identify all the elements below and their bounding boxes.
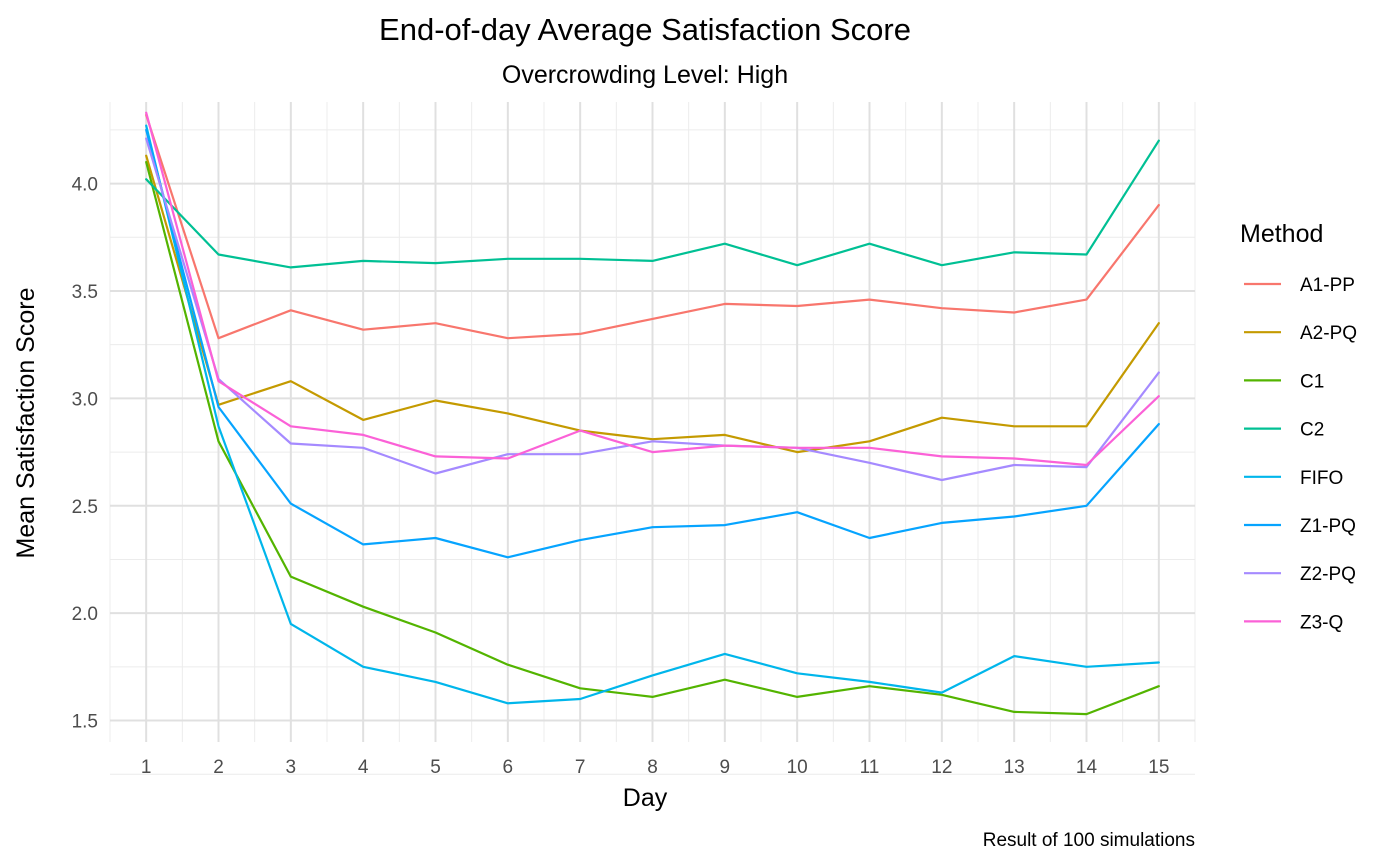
legend-label-a2-pq: A2-PQ [1300, 323, 1357, 344]
series-line-z1-pq [145, 128, 1160, 559]
x-tick-label: 14 [1076, 757, 1098, 778]
series-lines [145, 111, 1160, 716]
x-tick-label: 5 [430, 757, 441, 778]
x-tick-label: 13 [1004, 757, 1025, 778]
legend-label-a1-pp: A1-PP [1300, 275, 1355, 296]
y-axis-title: Mean Satisfaction Score [12, 288, 40, 559]
legend: Method A1-PP A2-PQ C1 C2 FIFO Z1-PQ Z2-PQ Z3-Q [1240, 220, 1357, 633]
x-tick-label: 2 [213, 757, 224, 778]
y-tick-label: 3.5 [72, 282, 98, 303]
x-tick-label: 1 [141, 757, 152, 778]
y-tick-label: 2.5 [72, 497, 98, 518]
x-tick-label: 8 [647, 757, 658, 778]
series-line-z2-pq [145, 137, 1160, 482]
x-tick-label: 12 [931, 757, 952, 778]
legend-label-z1-pq: Z1-PQ [1300, 516, 1356, 537]
major-gridlines [110, 102, 1195, 742]
x-tick-label: 9 [720, 757, 731, 778]
x-axis-ticks: 1 2 3 4 5 6 7 8 9 10 11 12 13 14 15 [141, 757, 1170, 778]
legend-label-fifo: FIFO [1300, 468, 1343, 489]
y-tick-label: 4.0 [72, 175, 98, 196]
x-tick-label: 3 [286, 757, 297, 778]
series-line-z3-q [145, 111, 1160, 467]
legend-label-c1: C1 [1300, 371, 1324, 392]
x-tick-label: 6 [503, 757, 514, 778]
chart-title: End-of-day Average Satisfaction Score [379, 12, 911, 47]
series-line-a2-pq [145, 154, 1160, 454]
plot-area [109, 102, 1196, 775]
legend-label-c2: C2 [1300, 420, 1324, 441]
x-tick-label: 7 [575, 757, 586, 778]
chart-subtitle: Overcrowding Level: High [502, 61, 788, 89]
x-axis-title: Day [623, 784, 668, 812]
legend-label-z3-q: Z3-Q [1300, 612, 1343, 633]
series-line-c1 [145, 161, 1160, 716]
x-tick-label: 11 [860, 757, 880, 778]
chart-caption: Result of 100 simulations [983, 830, 1195, 851]
x-tick-label: 4 [358, 757, 369, 778]
legend-items: A1-PP A2-PQ C1 C2 FIFO Z1-PQ Z2-PQ Z3-Q [1244, 275, 1357, 633]
legend-title: Method [1240, 220, 1323, 248]
y-tick-label: 2.0 [72, 604, 98, 625]
series-line-fifo [145, 124, 1160, 705]
x-tick-label: 15 [1148, 757, 1169, 778]
legend-label-z2-pq: Z2-PQ [1300, 564, 1356, 585]
y-axis-ticks: 1.5 2.0 2.5 3.0 3.5 4.0 [72, 175, 98, 733]
series-line-c2 [145, 139, 1160, 269]
y-tick-label: 1.5 [72, 712, 98, 733]
x-tick-label: 10 [787, 757, 808, 778]
y-tick-label: 3.0 [72, 389, 98, 410]
series-line-a1-pp [145, 113, 1160, 340]
